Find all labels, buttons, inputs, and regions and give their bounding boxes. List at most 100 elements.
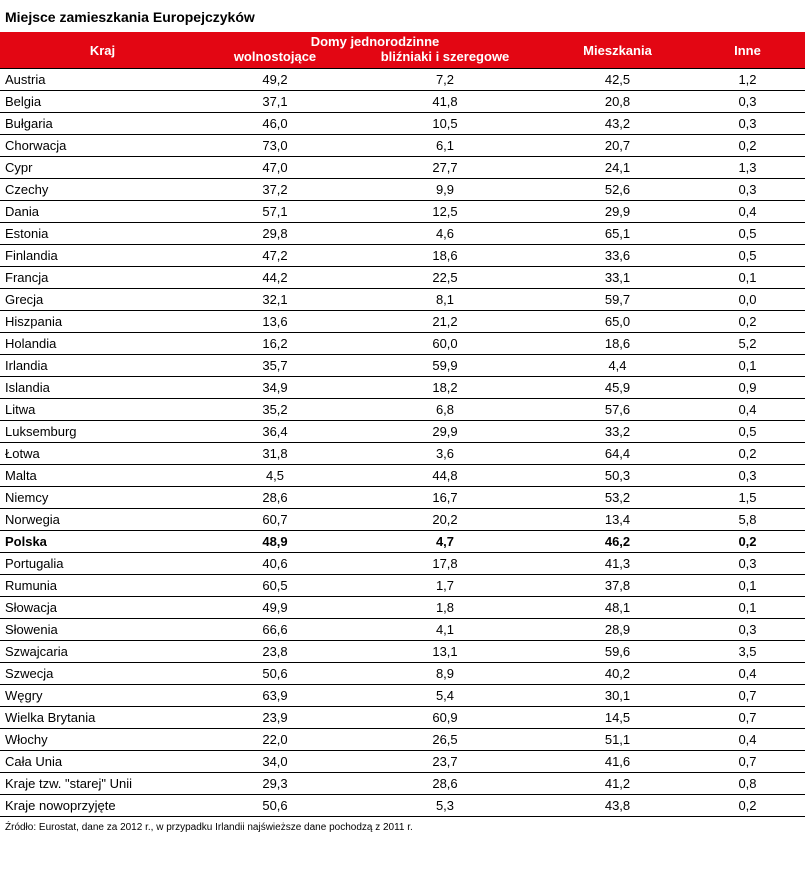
value-cell: 23,9 (205, 706, 345, 729)
table-row: Niemcy 28,6 16,7 53,2 1,5 (0, 486, 805, 509)
value-cell: 60,9 (345, 706, 545, 729)
value-cell: 22,5 (345, 266, 545, 289)
table-title: Miejsce zamieszkania Europejczyków (5, 9, 255, 25)
source-note: Źródło: Eurostat, dane za 2012 r., w prz… (5, 822, 413, 833)
value-cell: 20,8 (545, 90, 690, 113)
value-cell: 23,8 (205, 640, 345, 663)
value-cell: 59,9 (345, 354, 545, 377)
header-blizniaki-szeregowe: bliźniaki i szeregowe (345, 49, 545, 69)
country-cell: Cała Unia (0, 750, 205, 773)
country-cell: Francja (0, 266, 205, 289)
value-cell: 0,4 (690, 398, 805, 421)
value-cell: 18,6 (345, 244, 545, 267)
value-cell: 46,2 (545, 530, 690, 553)
country-cell: Portugalia (0, 552, 205, 575)
value-cell: 44,2 (205, 266, 345, 289)
value-cell: 20,7 (545, 134, 690, 157)
table-row: Grecja 32,1 8,1 59,7 0,0 (0, 288, 805, 311)
value-cell: 47,0 (205, 156, 345, 179)
country-cell: Dania (0, 200, 205, 223)
value-cell: 1,7 (345, 574, 545, 597)
country-cell: Słowacja (0, 596, 205, 619)
value-cell: 4,5 (205, 464, 345, 487)
value-cell: 16,2 (205, 332, 345, 355)
value-cell: 0,7 (690, 706, 805, 729)
value-cell: 48,1 (545, 596, 690, 619)
value-cell: 41,8 (345, 90, 545, 113)
value-cell: 29,9 (545, 200, 690, 223)
value-cell: 49,2 (205, 68, 345, 91)
value-cell: 0,2 (690, 310, 805, 333)
value-cell: 18,6 (545, 332, 690, 355)
value-cell: 4,4 (545, 354, 690, 377)
value-cell: 0,9 (690, 376, 805, 399)
table-row: Dania 57,1 12,5 29,9 0,4 (0, 200, 805, 223)
value-cell: 0,4 (690, 728, 805, 751)
value-cell: 6,1 (345, 134, 545, 157)
value-cell: 0,1 (690, 354, 805, 377)
value-cell: 41,2 (545, 772, 690, 795)
value-cell: 0,2 (690, 134, 805, 157)
value-cell: 64,4 (545, 442, 690, 465)
value-cell: 4,1 (345, 618, 545, 641)
value-cell: 60,0 (345, 332, 545, 355)
value-cell: 43,8 (545, 794, 690, 817)
value-cell: 46,0 (205, 112, 345, 135)
value-cell: 9,9 (345, 178, 545, 201)
value-cell: 0,5 (690, 244, 805, 267)
value-cell: 0,3 (690, 464, 805, 487)
value-cell: 60,5 (205, 574, 345, 597)
header-mieszkania: Mieszkania (545, 32, 690, 69)
value-cell: 60,7 (205, 508, 345, 531)
value-cell: 28,9 (545, 618, 690, 641)
value-cell: 0,3 (690, 618, 805, 641)
value-cell: 13,1 (345, 640, 545, 663)
value-cell: 35,7 (205, 354, 345, 377)
value-cell: 17,8 (345, 552, 545, 575)
table-row: Słowenia 66,6 4,1 28,9 0,3 (0, 618, 805, 641)
table-row: Litwa 35,2 6,8 57,6 0,4 (0, 398, 805, 421)
value-cell: 13,6 (205, 310, 345, 333)
value-cell: 5,2 (690, 332, 805, 355)
value-cell: 47,2 (205, 244, 345, 267)
table-row: Hiszpania 13,6 21,2 65,0 0,2 (0, 310, 805, 333)
country-cell: Kraje nowoprzyjęte (0, 794, 205, 817)
value-cell: 41,6 (545, 750, 690, 773)
value-cell: 0,3 (690, 90, 805, 113)
value-cell: 40,2 (545, 662, 690, 685)
value-cell: 33,2 (545, 420, 690, 443)
country-cell: Niemcy (0, 486, 205, 509)
value-cell: 41,3 (545, 552, 690, 575)
value-cell: 49,9 (205, 596, 345, 619)
table-row: Szwecja 50,6 8,9 40,2 0,4 (0, 662, 805, 685)
value-cell: 48,9 (205, 530, 345, 553)
value-cell: 0,1 (690, 574, 805, 597)
country-cell: Litwa (0, 398, 205, 421)
value-cell: 5,3 (345, 794, 545, 817)
country-cell: Grecja (0, 288, 205, 311)
table-header: Kraj Domy jednorodzinne Mieszkania Inne … (0, 32, 805, 69)
value-cell: 0,3 (690, 112, 805, 135)
table-row: Węgry 63,9 5,4 30,1 0,7 (0, 684, 805, 707)
value-cell: 28,6 (205, 486, 345, 509)
value-cell: 24,1 (545, 156, 690, 179)
value-cell: 45,9 (545, 376, 690, 399)
value-cell: 27,7 (345, 156, 545, 179)
header-inne: Inne (690, 32, 805, 69)
value-cell: 6,8 (345, 398, 545, 421)
table-row: Rumunia 60,5 1,7 37,8 0,1 (0, 574, 805, 597)
value-cell: 63,9 (205, 684, 345, 707)
table-row: Norwegia 60,7 20,2 13,4 5,8 (0, 508, 805, 531)
table-row: Słowacja 49,9 1,8 48,1 0,1 (0, 596, 805, 619)
value-cell: 57,6 (545, 398, 690, 421)
table-row: Francja 44,2 22,5 33,1 0,1 (0, 266, 805, 289)
value-cell: 0,5 (690, 420, 805, 443)
table-row: Bułgaria 46,0 10,5 43,2 0,3 (0, 112, 805, 135)
header-domy-jednorodzinne: Domy jednorodzinne (205, 32, 545, 49)
table-row: Włochy 22,0 26,5 51,1 0,4 (0, 728, 805, 751)
page: Miejsce zamieszkania Europejczyków Kraj … (0, 9, 805, 833)
value-cell: 0,7 (690, 750, 805, 773)
value-cell: 33,1 (545, 266, 690, 289)
value-cell: 5,8 (690, 508, 805, 531)
table-row: Malta 4,5 44,8 50,3 0,3 (0, 464, 805, 487)
